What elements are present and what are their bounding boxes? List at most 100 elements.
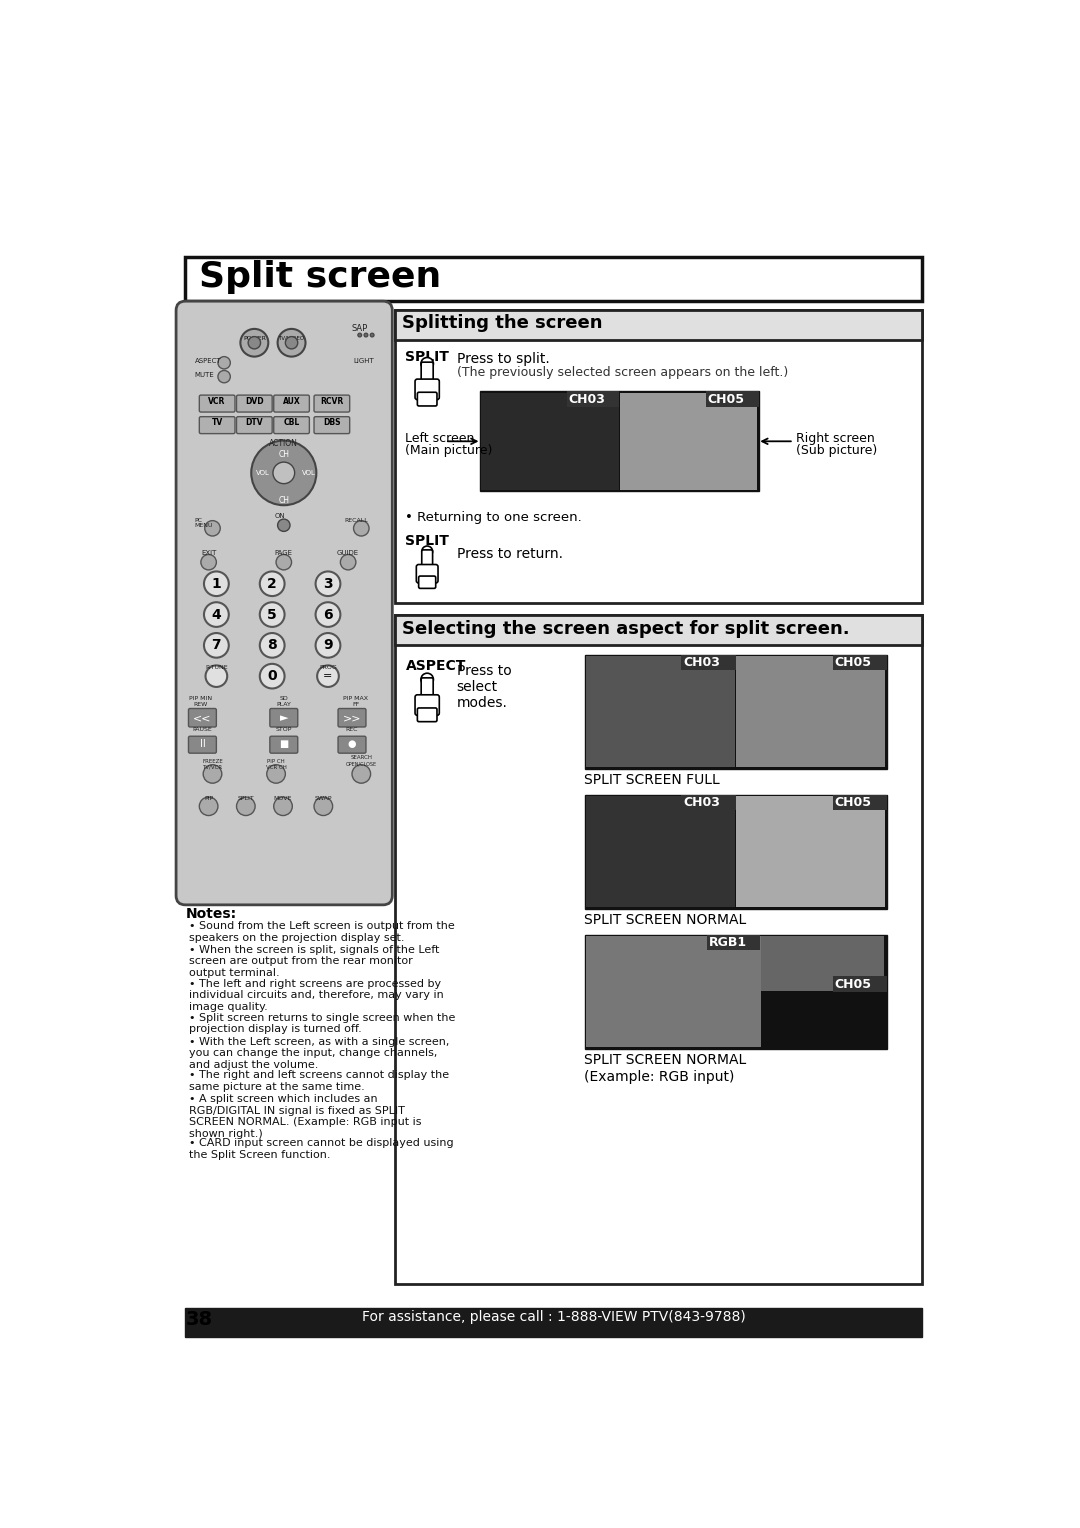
Circle shape [315, 602, 340, 626]
Text: Press to split.: Press to split. [457, 351, 550, 367]
Bar [833, 654, 887, 669]
Text: • The left and right screens are processed by
individual circuits and, therefore: • The left and right screens are process… [189, 979, 444, 1012]
Text: Splitting the screen: Splitting the screen [403, 315, 603, 332]
Text: CH05: CH05 [834, 978, 872, 992]
Text: DTV: DTV [245, 419, 264, 428]
Bar [586, 937, 761, 1047]
Text: PROG: PROG [319, 665, 337, 671]
Circle shape [201, 555, 216, 570]
Text: CH05: CH05 [707, 393, 745, 406]
Text: • Returning to one screen.: • Returning to one screen. [405, 510, 582, 524]
Text: CH05: CH05 [834, 656, 872, 669]
Circle shape [204, 633, 229, 657]
Text: 6: 6 [323, 608, 333, 622]
Bar [681, 654, 735, 669]
FancyBboxPatch shape [421, 678, 433, 700]
Bar [737, 796, 886, 908]
Text: >>: >> [342, 714, 361, 723]
Text: FF: FF [352, 703, 360, 707]
Text: ASPECT: ASPECT [194, 358, 221, 364]
Circle shape [276, 555, 292, 570]
Circle shape [315, 633, 340, 657]
Text: Selecting the screen aspect for split screen.: Selecting the screen aspect for split sc… [403, 620, 850, 639]
Circle shape [278, 329, 306, 356]
Bar [833, 976, 887, 992]
FancyBboxPatch shape [314, 417, 350, 434]
Circle shape [203, 764, 221, 784]
FancyBboxPatch shape [314, 396, 350, 413]
Text: REW: REW [193, 703, 208, 707]
Bar [482, 393, 619, 490]
Text: TV/VCR: TV/VCR [202, 764, 222, 770]
Circle shape [273, 798, 293, 816]
FancyBboxPatch shape [273, 417, 309, 434]
Text: • The right and left screens cannot display the
same picture at the same time.: • The right and left screens cannot disp… [189, 1071, 449, 1093]
Circle shape [422, 545, 433, 556]
Bar [394, 310, 921, 604]
Text: Split screen: Split screen [199, 260, 441, 295]
Text: STOP: STOP [275, 727, 292, 732]
Circle shape [204, 602, 229, 626]
Text: Notes:: Notes: [186, 908, 237, 921]
Text: PIP: PIP [204, 796, 213, 801]
Text: =: = [323, 671, 333, 681]
Text: GUIDE: GUIDE [337, 550, 360, 556]
Text: CH03: CH03 [568, 393, 605, 406]
Text: SD: SD [280, 697, 288, 701]
Text: RCVR: RCVR [321, 397, 343, 405]
Bar [681, 795, 735, 810]
Circle shape [218, 370, 230, 384]
Text: 7: 7 [212, 639, 221, 652]
Text: <<: << [193, 714, 212, 723]
FancyBboxPatch shape [237, 417, 272, 434]
Text: REC: REC [346, 727, 359, 732]
Text: DBS: DBS [323, 419, 340, 428]
Text: ■: ■ [279, 740, 288, 749]
Bar [707, 935, 759, 950]
Bar [584, 795, 887, 909]
Circle shape [237, 798, 255, 816]
Text: PLAY: PLAY [276, 703, 292, 707]
Text: For assistance, please call : 1-888-VIEW PTV(843-9788): For assistance, please call : 1-888-VIEW… [362, 1309, 745, 1323]
FancyBboxPatch shape [419, 576, 435, 588]
Text: II: II [200, 740, 205, 749]
Text: EXIT: EXIT [201, 550, 216, 556]
Bar [737, 656, 886, 767]
Text: TV: TV [212, 419, 222, 428]
Text: VOL: VOL [256, 469, 270, 475]
Bar [833, 795, 887, 810]
Text: • A split screen which includes an
RGB/DIGITAL IN signal is fixed as SPLIT
SCREE: • A split screen which includes an RGB/D… [189, 1094, 422, 1138]
FancyBboxPatch shape [189, 709, 216, 727]
Circle shape [352, 764, 370, 784]
Text: 5: 5 [268, 608, 278, 622]
Text: 2: 2 [268, 578, 278, 591]
Text: SPLIT SCREEN NORMAL: SPLIT SCREEN NORMAL [584, 914, 746, 927]
Bar [186, 257, 921, 301]
Text: • Sound from the Left screen is output from the
speakers on the projection displ: • Sound from the Left screen is output f… [189, 921, 455, 943]
Circle shape [364, 333, 368, 338]
FancyBboxPatch shape [200, 396, 235, 413]
Circle shape [260, 633, 284, 657]
Circle shape [421, 674, 433, 686]
Text: POWER: POWER [243, 336, 266, 341]
Text: SPLIT SCREEN FULL: SPLIT SCREEN FULL [584, 773, 720, 787]
Text: MUTE: MUTE [194, 371, 215, 377]
Text: • When the screen is split, signals of the Left
screen are output from the rear : • When the screen is split, signals of t… [189, 944, 440, 978]
Text: OPEN/CLOSE: OPEN/CLOSE [346, 761, 377, 767]
Text: FREEZE: FREEZE [202, 758, 222, 764]
Text: • Split screen returns to single screen when the
projection display is turned of: • Split screen returns to single screen … [189, 1013, 456, 1034]
Bar [394, 614, 921, 1285]
Circle shape [248, 336, 260, 348]
Text: 4: 4 [212, 608, 221, 622]
Text: ►: ► [280, 714, 288, 723]
Text: MOVE: MOVE [274, 796, 293, 801]
FancyBboxPatch shape [415, 695, 440, 715]
Bar [186, 1308, 921, 1337]
Text: Press to return.: Press to return. [457, 547, 563, 561]
Text: 0: 0 [268, 669, 276, 683]
Text: ON: ON [274, 513, 285, 520]
Circle shape [200, 798, 218, 816]
Bar [620, 393, 757, 490]
Text: VCR CH: VCR CH [266, 764, 286, 770]
Text: PIP MAX: PIP MAX [343, 697, 368, 701]
